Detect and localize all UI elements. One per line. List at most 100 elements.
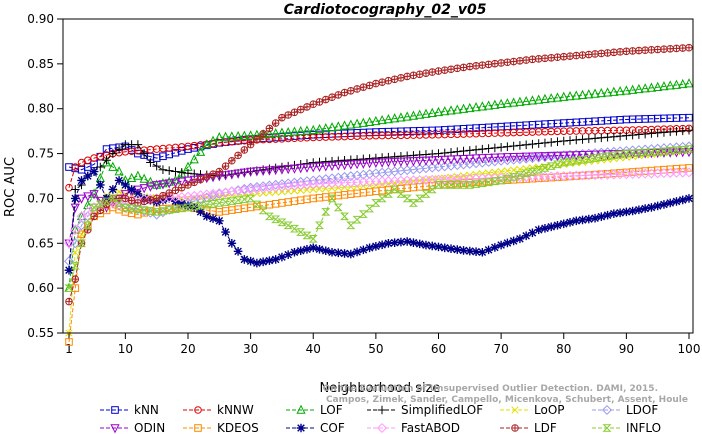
data-point-cof	[233, 247, 243, 256]
data-point-lof	[483, 100, 494, 110]
legend-item-simplifiedlof: SimplifiedLOF	[367, 403, 483, 417]
data-point-knnw	[65, 183, 73, 192]
data-point-loop	[497, 167, 505, 176]
data-point-lof	[540, 93, 550, 104]
data-point-lof	[220, 131, 231, 141]
data-point-simplifiedlof	[634, 130, 644, 139]
data-point-ldf	[190, 178, 199, 186]
data-point-inflo	[402, 194, 412, 203]
data-point-inflo	[684, 145, 694, 153]
data-point-inflo	[415, 194, 425, 203]
data-point-lof	[596, 87, 606, 98]
data-point-ldf	[685, 43, 693, 52]
data-point-ldf	[597, 49, 606, 58]
data-point-cof	[452, 245, 462, 254]
data-point-inflo	[540, 164, 550, 172]
data-point-inflo	[252, 200, 262, 209]
x-tick-label: 1	[65, 342, 73, 356]
data-point-simplifiedlof	[139, 149, 149, 158]
data-point-odin	[158, 180, 168, 190]
legend-label-lof: LOF	[320, 403, 343, 417]
data-point-cof	[496, 240, 506, 250]
data-point-odin	[421, 156, 431, 166]
data-point-lof	[521, 95, 531, 106]
y-tick-label: 0.90	[27, 12, 54, 26]
data-point-cof	[359, 245, 368, 255]
data-point-odin	[446, 155, 456, 165]
data-point-odin	[133, 185, 143, 195]
data-point-lof	[233, 130, 243, 141]
data-point-cof	[121, 180, 130, 190]
data-point-inflo	[327, 194, 337, 203]
data-point-ldf	[127, 196, 136, 205]
data-point-ldf	[534, 55, 543, 63]
data-point-simplifiedlof	[478, 144, 487, 154]
data-point-odin	[352, 160, 362, 170]
data-point-simplifiedlof	[534, 139, 543, 148]
data-point-inflo	[177, 204, 187, 213]
data-point-inflo	[202, 200, 212, 209]
data-point-cof	[183, 201, 193, 210]
data-point-inflo	[502, 174, 512, 183]
data-point-loop	[284, 187, 292, 195]
data-point-simplifiedlof	[571, 135, 581, 145]
data-point-cof	[471, 247, 481, 256]
data-point-lof	[83, 199, 93, 209]
data-point-inflo	[433, 181, 444, 189]
data-point-cof	[571, 216, 581, 226]
data-point-inflo	[640, 148, 650, 157]
legend-label-fastabod: FastABOD	[401, 421, 460, 434]
data-point-cof	[346, 249, 356, 259]
data-point-simplifiedlof	[553, 137, 562, 146]
data-point-lof	[158, 178, 168, 188]
data-point-inflo	[333, 203, 343, 212]
data-point-lof	[352, 118, 362, 128]
data-point-inflo	[108, 194, 118, 203]
data-point-lof	[458, 103, 469, 113]
data-point-odin	[120, 190, 130, 200]
data-point-ldf	[152, 194, 161, 203]
data-point-cof	[158, 195, 168, 205]
watermark-authors: Campos, Zimek, Sander, Campello, Micenko…	[326, 395, 688, 405]
data-point-cof	[434, 242, 443, 252]
data-point-cof	[64, 265, 74, 275]
data-point-lof	[327, 122, 337, 132]
data-point-lof	[653, 81, 663, 91]
data-point-loop	[297, 186, 305, 195]
data-point-inflo	[509, 173, 519, 181]
data-point-loop	[484, 169, 493, 177]
data-point-odin	[83, 192, 93, 202]
data-point-ldf	[415, 70, 424, 78]
data-point-inflo	[440, 181, 450, 189]
legend-marker-loop	[511, 406, 519, 414]
data-point-ldf	[359, 83, 368, 91]
data-point-fastabod	[70, 224, 81, 235]
data-point-odin	[390, 157, 400, 168]
data-point-inflo	[120, 203, 130, 212]
data-point-cof	[240, 255, 249, 264]
data-point-lof	[565, 91, 575, 101]
data-point-inflo	[628, 149, 638, 158]
data-point-ldf	[378, 78, 386, 86]
data-point-odin	[296, 164, 306, 174]
data-point-odin	[189, 175, 199, 186]
data-point-ldf	[516, 57, 524, 65]
data-point-inflo	[271, 215, 281, 224]
data-point-loop	[290, 187, 299, 195]
data-point-lof	[490, 99, 500, 109]
data-point-inflo	[302, 231, 312, 240]
data-point-lof	[208, 135, 218, 145]
legend-item-kdeos: KDEOS	[183, 421, 259, 434]
data-point-inflo	[421, 190, 431, 198]
chart-title: Cardiotocography_02_v05	[284, 2, 487, 18]
data-point-lof	[559, 91, 569, 101]
data-point-lof	[433, 106, 444, 117]
data-point-odin	[427, 156, 437, 166]
data-point-cof	[352, 247, 362, 257]
data-point-cof	[133, 189, 143, 199]
data-point-odin	[534, 152, 544, 162]
data-point-ldf	[503, 58, 512, 66]
data-point-odin	[264, 166, 275, 176]
data-point-odin	[333, 161, 343, 171]
data-point-simplifiedlof	[515, 141, 525, 150]
